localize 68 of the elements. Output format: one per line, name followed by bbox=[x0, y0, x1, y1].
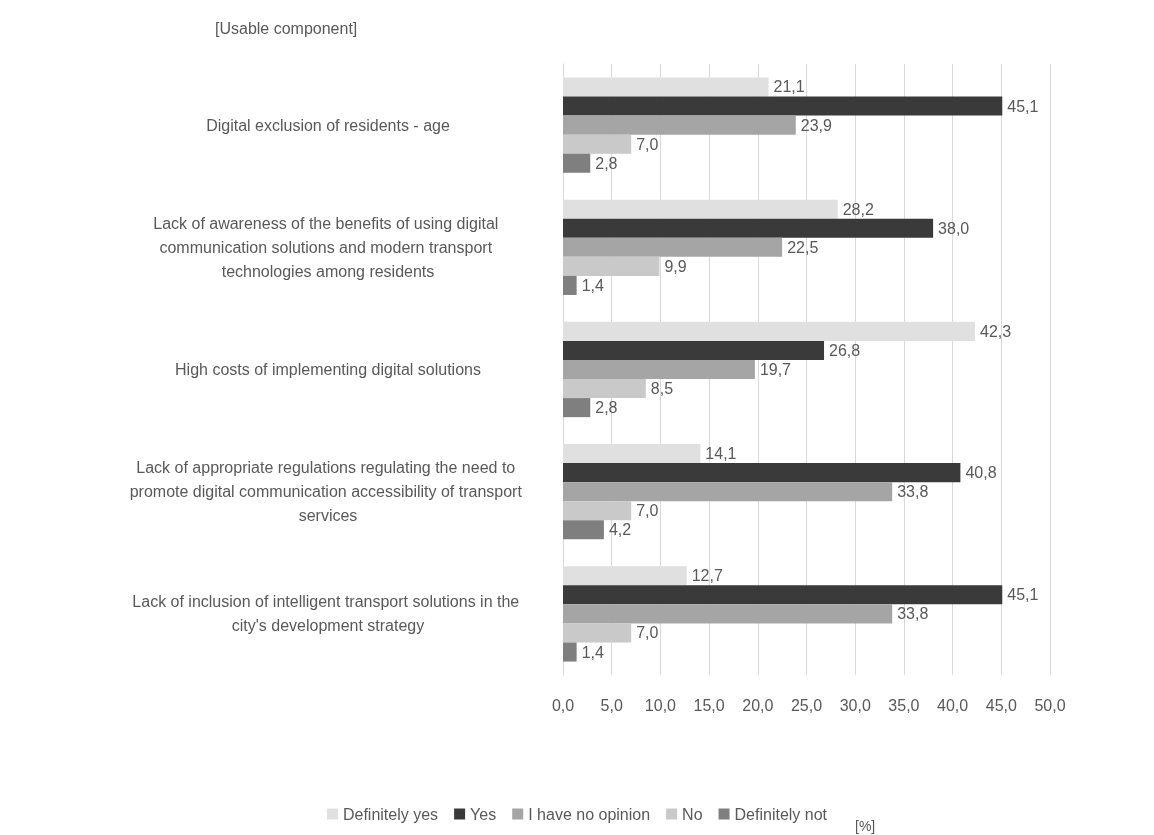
bar bbox=[563, 604, 893, 624]
data-label: 14,1 bbox=[705, 445, 737, 463]
data-label: 7,0 bbox=[636, 624, 659, 642]
data-label: 21,1 bbox=[773, 78, 805, 96]
bar bbox=[563, 398, 591, 418]
bar bbox=[563, 153, 591, 173]
bar bbox=[563, 340, 825, 360]
text: [%] bbox=[855, 818, 876, 834]
y-tick-label: Lack of inclusion of intelligent transport solutions in the city's development strategy bbox=[132, 593, 524, 635]
data-label: 33,8 bbox=[897, 483, 929, 501]
data-label: 7,0 bbox=[636, 502, 659, 520]
data-label: 8,5 bbox=[650, 380, 674, 398]
x-tick-label: 5,0 bbox=[600, 696, 623, 714]
legend-label: Yes bbox=[470, 805, 497, 823]
bar bbox=[563, 520, 604, 540]
data-label: 28,2 bbox=[842, 200, 874, 218]
data-label: 45,1 bbox=[1007, 97, 1039, 115]
data-label: 40,8 bbox=[965, 464, 997, 482]
x-tick-label: 50,0 bbox=[1034, 696, 1066, 714]
data-label: 19,7 bbox=[759, 361, 792, 378]
bar bbox=[563, 482, 893, 502]
y-tick-label: Digital exclusion of residents - age bbox=[206, 116, 450, 134]
bar bbox=[563, 218, 934, 238]
legend-label: No bbox=[682, 805, 703, 823]
bar bbox=[563, 379, 646, 399]
bar bbox=[563, 275, 577, 295]
x-tick-label: 25,0 bbox=[790, 696, 823, 714]
bar bbox=[563, 359, 755, 380]
data-label: 9,9 bbox=[664, 257, 687, 275]
data-label: 7,0 bbox=[636, 135, 659, 153]
data-label: 33,8 bbox=[897, 605, 929, 623]
bar bbox=[563, 256, 660, 276]
y-axis-title: [Usable component] bbox=[215, 19, 358, 37]
data-label: 23,9 bbox=[800, 116, 833, 134]
x-tick-label: 20,0 bbox=[742, 696, 774, 714]
data-label: 1,4 bbox=[581, 643, 604, 661]
data-label: 45,1 bbox=[1007, 586, 1039, 604]
data-label: 22,5 bbox=[787, 238, 819, 256]
x-tick-label: 35,0 bbox=[888, 696, 920, 714]
bar bbox=[563, 501, 632, 521]
x-tick-label: 30,0 bbox=[839, 696, 871, 714]
bar bbox=[563, 463, 961, 483]
y-tick-label: Lack of awareness of the benefits of using digital communication solutions and modern transport technologies among residents bbox=[153, 214, 503, 280]
legend-label: Definitely yes bbox=[342, 805, 439, 823]
bar bbox=[563, 585, 1003, 605]
bar bbox=[563, 115, 796, 135]
y-tick-label: High costs of implementing digital solutions bbox=[175, 361, 481, 378]
x-tick-label: 45,0 bbox=[985, 696, 1017, 714]
x-tick-label: 15,0 bbox=[693, 696, 725, 714]
legend-label: Definitely not bbox=[734, 805, 828, 823]
data-label: 12,7 bbox=[691, 567, 723, 585]
data-label: 38,0 bbox=[938, 219, 970, 237]
data-label: 42,3 bbox=[980, 322, 1012, 340]
x-tick-label: 0,0 bbox=[551, 696, 575, 714]
bar bbox=[563, 642, 577, 662]
data-label: 26,8 bbox=[829, 341, 861, 359]
data-label: 2,8 bbox=[595, 399, 618, 417]
bar bbox=[563, 96, 1003, 116]
data-label: 4,2 bbox=[608, 521, 632, 539]
y-tick-label: Lack of appropriate regulations regulating the need to promote digital communication accessibility of transport services bbox=[129, 459, 527, 525]
bar bbox=[563, 623, 632, 643]
bar bbox=[563, 237, 783, 257]
legend-label: I have no opinion bbox=[528, 805, 651, 823]
data-label: 1,4 bbox=[581, 276, 604, 294]
x-tick-label: 40,0 bbox=[937, 696, 969, 714]
data-label: 2,8 bbox=[595, 154, 618, 172]
x-tick-label: 10,0 bbox=[644, 696, 677, 714]
bar bbox=[563, 134, 632, 154]
